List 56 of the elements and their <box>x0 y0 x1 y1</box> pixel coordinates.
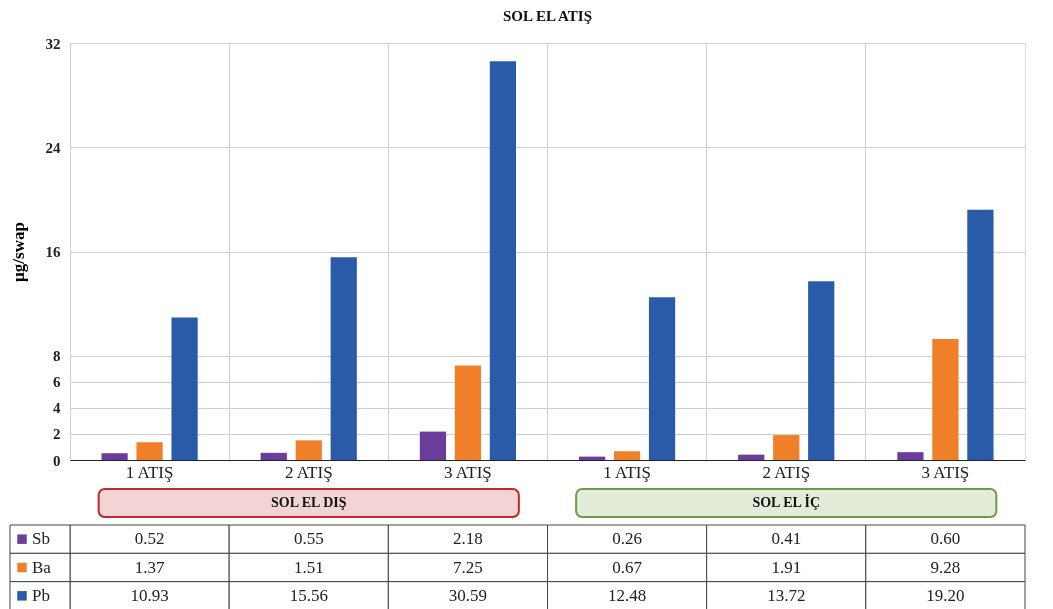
legend-label: Sb <box>32 529 50 549</box>
bar <box>932 339 959 460</box>
data-label: 9.28 <box>930 557 961 577</box>
x-tick-label: 3 ATIŞ <box>444 462 492 482</box>
bar <box>648 297 676 460</box>
data-label: 0.41 <box>771 529 802 549</box>
data-label: 7.25 <box>453 557 483 577</box>
y-tick-label: 16 <box>45 244 61 260</box>
data-label: 30.59 <box>448 585 488 605</box>
bar <box>808 281 835 460</box>
bar <box>773 435 800 460</box>
bar <box>171 317 198 460</box>
data-label: 15.56 <box>289 585 328 605</box>
x-tick-label: 3 ATIŞ <box>921 462 970 482</box>
x-tick-label: 1 ATIŞ <box>603 462 651 482</box>
data-label: 10.93 <box>130 585 169 605</box>
bar <box>101 453 128 460</box>
y-tick-label: 2 <box>53 426 61 443</box>
text: SOL EL DIŞ <box>271 495 347 510</box>
bar <box>738 454 765 460</box>
y-tick-label: 32 <box>45 35 61 52</box>
y-tick-label: 24 <box>45 139 61 156</box>
y-tick-label: 8 <box>53 348 61 365</box>
data-label: 13.72 <box>767 585 806 605</box>
y-axis-title: µg/swap <box>8 222 28 282</box>
data-label: 2.18 <box>453 529 483 549</box>
data-label: 1.51 <box>293 557 324 577</box>
x-tick-label: 2 ATIŞ <box>284 462 333 482</box>
bar <box>489 61 517 460</box>
y-tick-label: 4 <box>53 400 61 417</box>
x-tick-label: 1 ATIŞ <box>125 462 174 482</box>
data-label: 0.52 <box>134 529 165 549</box>
data-label: 0.55 <box>293 529 324 549</box>
bar <box>454 365 482 460</box>
bar <box>295 440 322 460</box>
bar <box>613 451 641 460</box>
bar <box>260 452 287 460</box>
data-label: 1.37 <box>134 557 165 577</box>
data-label: 0.60 <box>930 529 961 549</box>
bar <box>136 442 163 460</box>
text: SOL EL İÇ <box>752 494 821 510</box>
data-label: 0.26 <box>612 529 642 549</box>
y-tick-label: 6 <box>53 374 61 391</box>
x-tick-label: 2 ATIŞ <box>762 462 811 482</box>
legend-label: Pb <box>32 585 50 605</box>
data-label: 12.48 <box>607 585 647 605</box>
chart-title: SOL EL ATIŞ <box>503 8 592 24</box>
bar <box>967 209 994 460</box>
y-tick-label: 0 <box>53 452 61 469</box>
legend-label: Ba <box>32 557 52 577</box>
bar <box>330 257 357 460</box>
data-label: 1.91 <box>771 557 802 577</box>
data-label: 0.67 <box>612 557 643 577</box>
bar <box>419 431 447 460</box>
data-label: 19.20 <box>926 585 965 605</box>
bar <box>897 452 924 460</box>
